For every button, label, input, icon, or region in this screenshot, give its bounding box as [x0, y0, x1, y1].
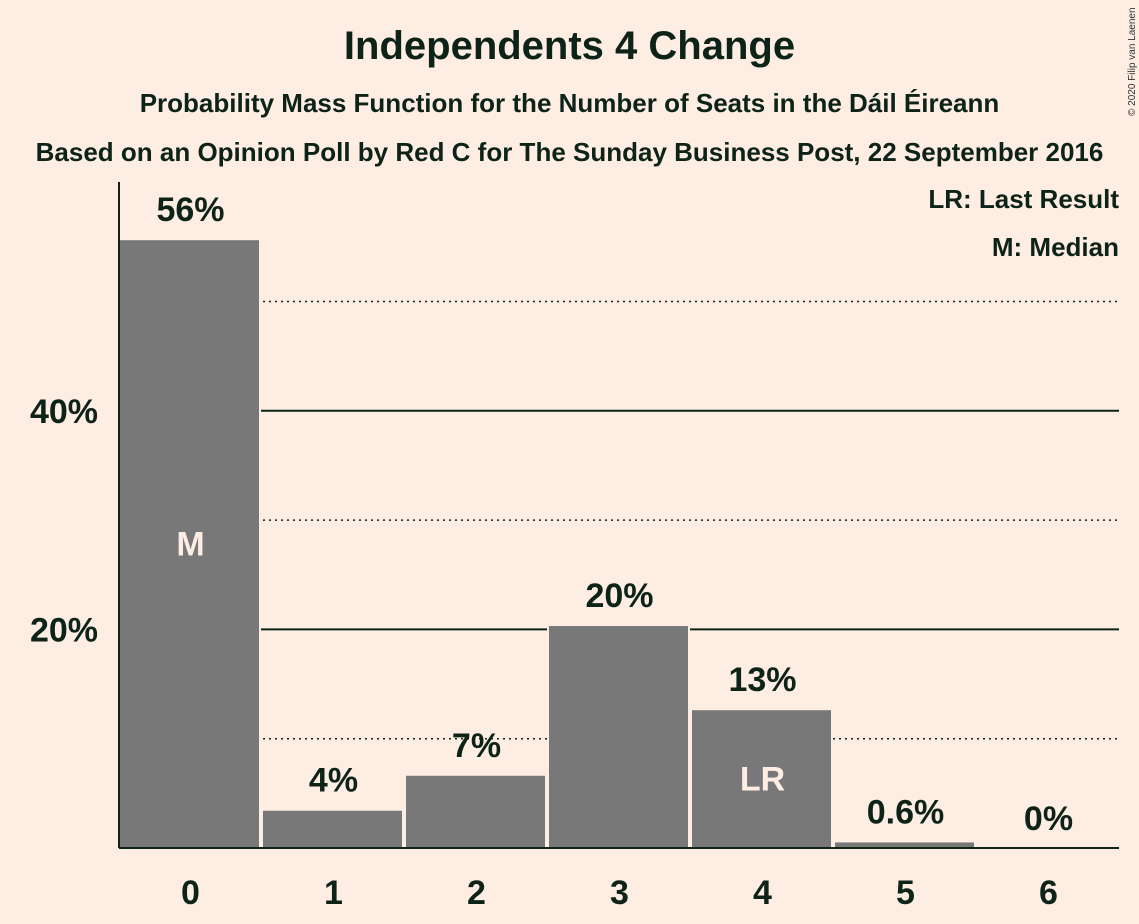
- bar-value-label: 0.6%: [867, 793, 945, 831]
- bar: [547, 624, 690, 850]
- bar-value-label: 7%: [452, 727, 501, 765]
- median-marker: M: [176, 526, 204, 564]
- legend-last-result: LR: Last Result: [928, 184, 1119, 214]
- bar: [690, 708, 833, 850]
- bar-value-label: 20%: [585, 577, 653, 615]
- chart-title: Independents 4 Change: [343, 24, 796, 68]
- bar-value-label: 13%: [728, 661, 796, 699]
- x-tick-label: 0: [181, 874, 200, 912]
- x-tick-label: 1: [324, 874, 343, 912]
- y-tick-label: 40%: [30, 393, 98, 431]
- labels: 20% 40% 56% 0 M 4% 1 7% 2 20% 3 13% 4 LR 0.6% 5 0% 6: [30, 191, 1073, 912]
- bar-value-label: 56%: [156, 191, 224, 229]
- legend-median: M: Median: [991, 232, 1119, 262]
- axes: [118, 182, 1119, 849]
- y-tick-label: 20%: [30, 611, 98, 649]
- x-tick-label: 3: [610, 874, 629, 912]
- bars: [118, 238, 976, 850]
- bar-value-label: 0%: [1024, 800, 1073, 838]
- x-tick-label: 4: [753, 874, 772, 912]
- bar: [261, 808, 404, 849]
- bar-value-label: 4%: [309, 762, 358, 800]
- bar: [118, 238, 261, 850]
- last-result-marker: LR: [740, 761, 785, 799]
- bar: [404, 773, 547, 849]
- chart-subtitle: Probability Mass Function for the Number…: [139, 88, 1000, 118]
- x-tick-label: 5: [896, 874, 915, 912]
- x-tick-label: 2: [467, 874, 486, 912]
- chart-source: Based on an Opinion Poll by Red C for Th…: [35, 137, 1104, 167]
- x-tick-label: 6: [1039, 874, 1058, 912]
